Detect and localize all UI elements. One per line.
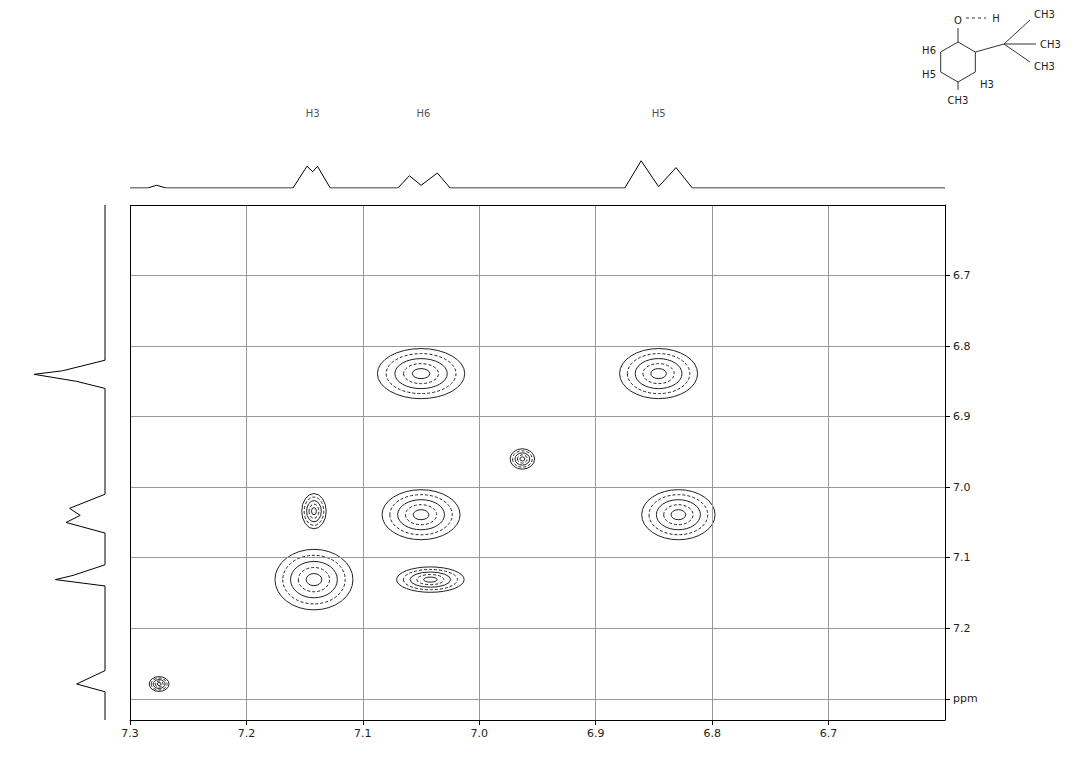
svg-text:O: O <box>954 15 962 26</box>
svg-text:7.3: 7.3 <box>121 727 139 740</box>
svg-text:H6: H6 <box>922 45 936 56</box>
svg-text:6.9: 6.9 <box>587 727 605 740</box>
svg-text:7.0: 7.0 <box>953 481 971 494</box>
svg-text:6.7: 6.7 <box>820 727 838 740</box>
svg-text:ppm: ppm <box>953 692 978 705</box>
svg-text:6.8: 6.8 <box>703 727 721 740</box>
svg-text:7.1: 7.1 <box>354 727 372 740</box>
svg-text:CH3: CH3 <box>1034 61 1055 72</box>
svg-text:7.0: 7.0 <box>471 727 489 740</box>
svg-text:H5: H5 <box>922 69 936 80</box>
svg-text:6.8: 6.8 <box>953 340 971 353</box>
svg-text:H3: H3 <box>306 108 320 119</box>
svg-text:6.7: 6.7 <box>953 269 971 282</box>
svg-text:H: H <box>992 13 1000 24</box>
svg-text:CH3: CH3 <box>948 95 969 106</box>
svg-text:7.1: 7.1 <box>953 551 971 564</box>
svg-text:6.9: 6.9 <box>953 410 971 423</box>
svg-text:H5: H5 <box>652 108 666 119</box>
svg-text:CH3: CH3 <box>1034 9 1055 20</box>
svg-text:H6: H6 <box>416 108 430 119</box>
svg-text:7.2: 7.2 <box>238 727 256 740</box>
svg-text:CH3: CH3 <box>1040 39 1061 50</box>
svg-text:H3: H3 <box>980 79 994 90</box>
svg-text:7.2: 7.2 <box>953 622 971 635</box>
